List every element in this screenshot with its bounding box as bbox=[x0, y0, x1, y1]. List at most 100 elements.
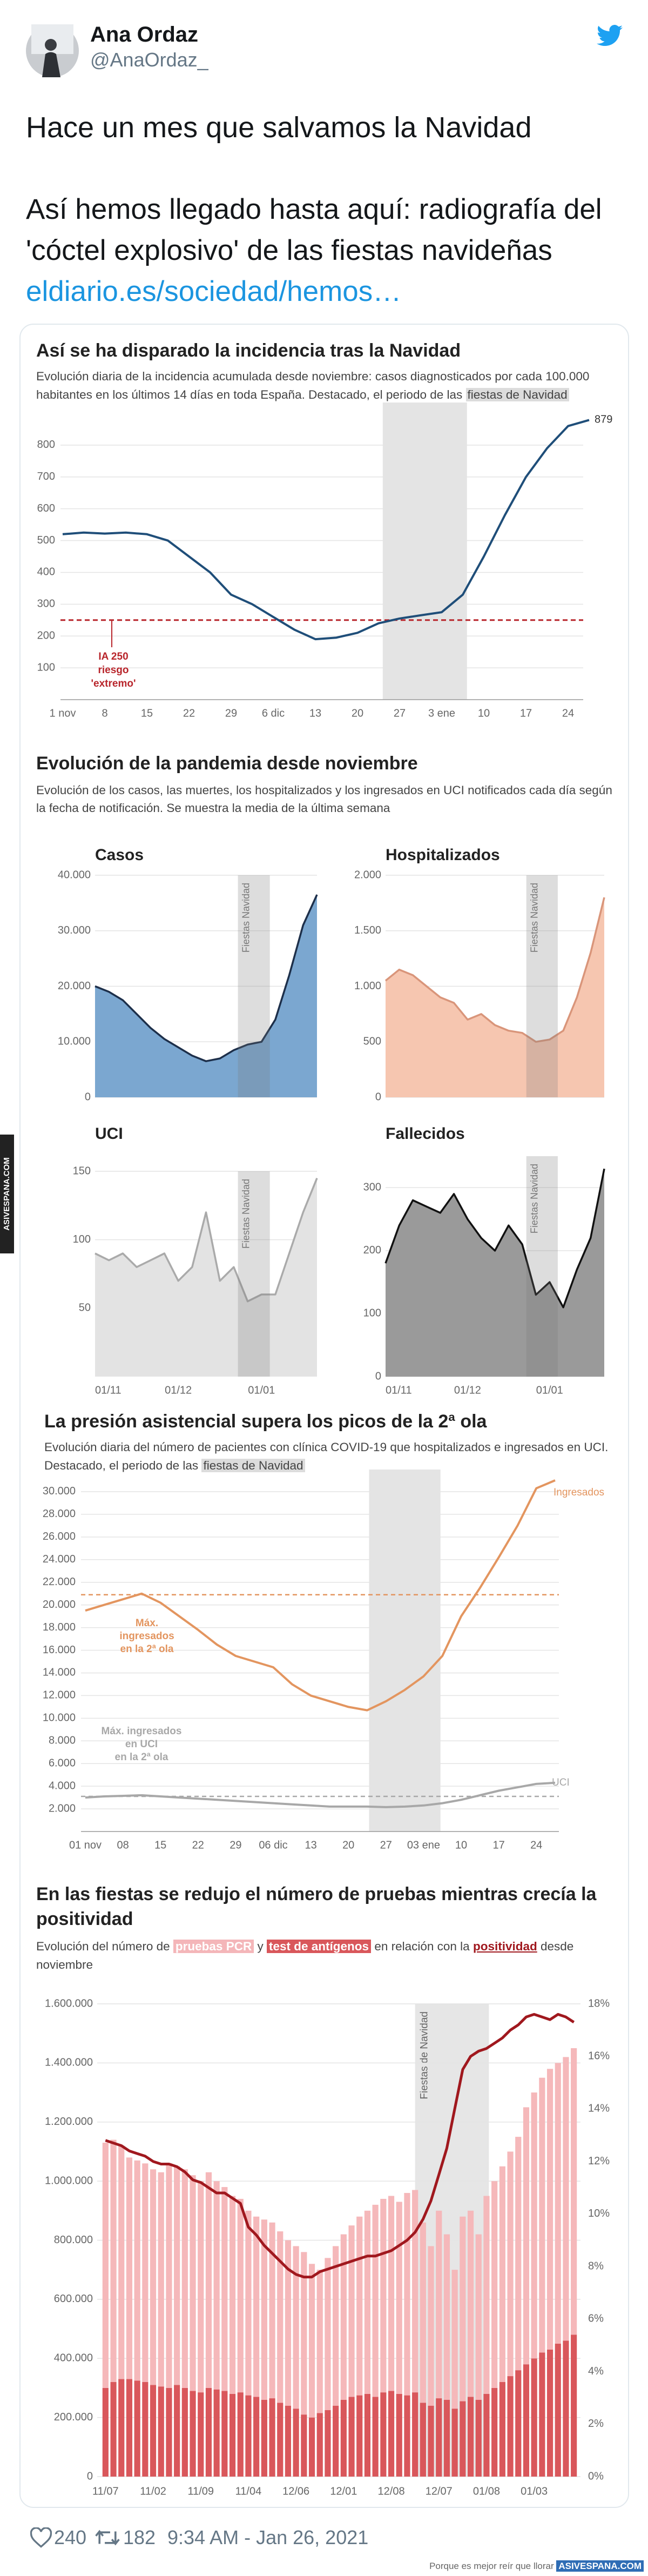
highlight-label: fiestas de Navidad bbox=[201, 1459, 305, 1472]
bar bbox=[221, 2391, 228, 2477]
timestamp[interactable]: 9:34 AM - Jan 26, 2021 bbox=[167, 2526, 369, 2548]
y-tick-label: 16.000 bbox=[43, 1644, 76, 1656]
bar bbox=[102, 2387, 109, 2477]
like-icon[interactable] bbox=[30, 2527, 52, 2548]
chart-title: La presión asistencial supera los picos … bbox=[44, 1411, 487, 1432]
line bbox=[85, 1479, 556, 1712]
y-tick-label: 1.000 bbox=[354, 980, 381, 992]
legend-pcr: pruebas PCR bbox=[173, 1940, 254, 1953]
bar bbox=[364, 2210, 371, 2394]
y-tick-label: 300 bbox=[37, 598, 55, 610]
x-tick-label: 12/07 bbox=[426, 2485, 453, 2497]
bar bbox=[436, 2398, 442, 2477]
x-tick-label: 1 nov bbox=[50, 707, 76, 719]
series-label: UCI bbox=[552, 1777, 570, 1788]
bar bbox=[483, 2196, 490, 2394]
chart-subtitle: en relación con la bbox=[374, 1940, 470, 1953]
bar bbox=[356, 2216, 363, 2396]
bar bbox=[316, 2270, 323, 2413]
y-tick-label: 4.000 bbox=[49, 1780, 76, 1792]
bar bbox=[245, 2210, 252, 2396]
chart-subtitle: Evolución del número de bbox=[36, 1940, 170, 1953]
bar bbox=[110, 2139, 117, 2382]
y-tick-label: 20.000 bbox=[58, 980, 91, 992]
line bbox=[94, 894, 318, 1062]
like-count[interactable]: 240 bbox=[54, 2526, 87, 2548]
bar bbox=[261, 2399, 267, 2477]
bar bbox=[261, 2219, 267, 2400]
x-tick-label: 10 bbox=[455, 1839, 467, 1851]
highlight-band bbox=[238, 1171, 270, 1377]
bar bbox=[380, 2198, 387, 2393]
tweet-link[interactable]: eldiario.es/sociedad/hemos… bbox=[26, 276, 402, 307]
bar bbox=[198, 2181, 204, 2393]
avatar[interactable] bbox=[26, 24, 79, 77]
x-tick-label: 01 nov bbox=[69, 1839, 102, 1851]
bar bbox=[181, 2387, 188, 2477]
max-label: en la 2ª ola bbox=[120, 1643, 174, 1655]
max-label: en la 2ª ola bbox=[115, 1752, 168, 1763]
footer-text: Porque es mejor reír que llorar bbox=[429, 2561, 554, 2571]
y-tick-label: 400.000 bbox=[54, 2352, 93, 2364]
x-tick-label: 20 bbox=[352, 707, 363, 719]
author-handle[interactable]: @AnaOrdaz_ bbox=[90, 49, 208, 71]
twitter-logo[interactable] bbox=[597, 25, 623, 46]
x-tick-label: 08 bbox=[117, 1839, 129, 1851]
bar bbox=[546, 2069, 554, 2350]
band-label: Fiestas Navidad bbox=[529, 1164, 539, 1233]
x-tick-label: 11/09 bbox=[187, 2485, 214, 2497]
x-tick-label: 13 bbox=[305, 1839, 316, 1851]
y-tick-label: 10% bbox=[588, 2208, 610, 2219]
bar bbox=[523, 2364, 530, 2477]
bar bbox=[126, 2379, 133, 2477]
retweet-icon[interactable] bbox=[95, 2528, 120, 2547]
bar bbox=[372, 2204, 379, 2397]
bar bbox=[412, 2190, 418, 2393]
y-tick-label: 600.000 bbox=[54, 2293, 93, 2305]
x-tick-label: 8 bbox=[102, 707, 107, 719]
x-tick-label: 01/11 bbox=[95, 1384, 122, 1396]
bar bbox=[555, 2343, 561, 2477]
author-name[interactable]: Ana Ordaz bbox=[90, 23, 199, 46]
bar bbox=[205, 2387, 212, 2477]
bar bbox=[388, 2196, 395, 2391]
band-label: Fiestas Navidad bbox=[240, 1179, 251, 1249]
bar bbox=[523, 2107, 530, 2365]
x-tick-label: 29 bbox=[225, 707, 237, 719]
y-tick-label: 4% bbox=[588, 2365, 604, 2377]
chart-subtitle: Evolución diaria del número de pacientes… bbox=[44, 1440, 609, 1472]
bar bbox=[436, 2210, 442, 2399]
bar bbox=[229, 2393, 236, 2477]
tweet-text: Así hemos llegado hasta aquí: radiografí… bbox=[26, 193, 602, 266]
bar bbox=[102, 2143, 109, 2388]
y-tick-label: 800.000 bbox=[54, 2234, 93, 2246]
footer-site[interactable]: ASIVESPANA.COM bbox=[556, 2560, 644, 2572]
bar bbox=[158, 2386, 164, 2477]
y-tick-label: 1.200.000 bbox=[45, 2116, 93, 2128]
bar bbox=[515, 2137, 522, 2371]
bar bbox=[443, 2234, 450, 2400]
bar bbox=[499, 2382, 505, 2477]
y-tick-label: 50 bbox=[79, 1302, 91, 1314]
bar bbox=[301, 2252, 307, 2415]
x-tick-label: 17 bbox=[492, 1839, 504, 1851]
y-tick-label: 1.500 bbox=[354, 924, 381, 936]
bar bbox=[340, 2234, 347, 2400]
bar bbox=[237, 2198, 244, 2393]
x-tick-label: 01/01 bbox=[536, 1384, 563, 1396]
bar bbox=[460, 2401, 466, 2477]
y-tick-label: 500 bbox=[37, 534, 55, 546]
bar bbox=[285, 2240, 292, 2406]
line bbox=[384, 897, 605, 1043]
y-tick-label: 0 bbox=[87, 2470, 93, 2482]
bar bbox=[428, 2405, 434, 2477]
bar bbox=[539, 2077, 545, 2353]
bar bbox=[451, 2270, 458, 2409]
y-tick-label: 0% bbox=[588, 2470, 604, 2482]
bar bbox=[293, 2246, 299, 2409]
retweet-count[interactable]: 182 bbox=[123, 2526, 156, 2548]
highlight-band bbox=[382, 403, 467, 700]
area bbox=[95, 895, 317, 1097]
bar bbox=[110, 2382, 117, 2477]
